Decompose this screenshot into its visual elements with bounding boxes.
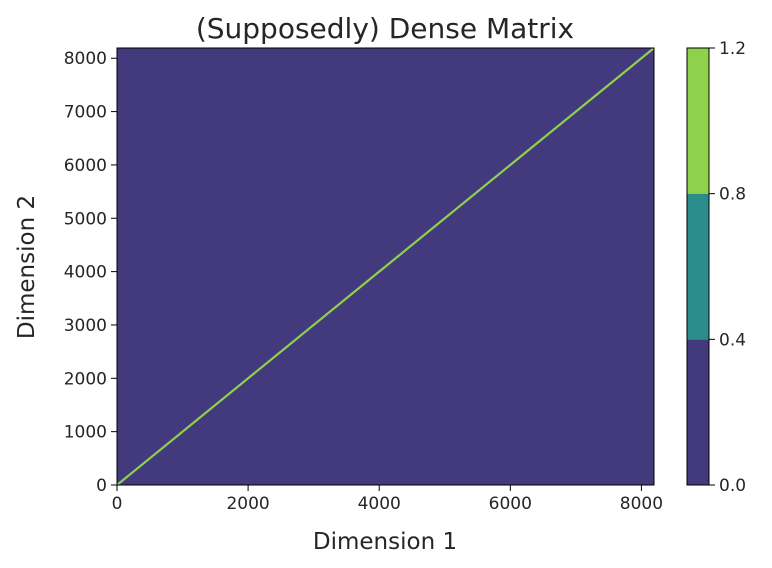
x-tick-label: 2000 bbox=[226, 494, 269, 514]
colorbar-tick-label: 1.2 bbox=[719, 39, 746, 59]
x-tick-label: 6000 bbox=[489, 494, 532, 514]
colorbar-tick-label: 0.4 bbox=[719, 330, 746, 350]
y-tick-label: 5000 bbox=[64, 209, 107, 229]
x-axis-label: Dimension 1 bbox=[313, 529, 457, 555]
colorbar-segment bbox=[687, 193, 709, 340]
y-tick-label: 3000 bbox=[64, 316, 107, 336]
y-tick-label: 2000 bbox=[64, 369, 107, 389]
y-axis: 0 1000 2000 3000 4000 5000 6000 7000 8000 bbox=[64, 49, 117, 496]
heatmap-diagonal-cells bbox=[116, 47, 655, 486]
colorbar: 0.0 0.4 0.8 1.2 bbox=[686, 39, 746, 496]
colorbar-tick-label: 0.8 bbox=[719, 185, 746, 205]
x-tick-label: 8000 bbox=[620, 494, 663, 514]
x-tick-label: 0 bbox=[112, 494, 123, 514]
y-tick-label: 6000 bbox=[64, 156, 107, 176]
y-tick-label: 1000 bbox=[64, 423, 107, 443]
y-tick-label: 0 bbox=[96, 476, 107, 496]
colorbar-segment bbox=[687, 48, 709, 194]
colorbar-tick-label: 0.0 bbox=[719, 476, 746, 496]
x-axis: 0 2000 4000 6000 8000 bbox=[112, 485, 663, 514]
colorbar-frame bbox=[686, 47, 710, 486]
y-tick-label: 7000 bbox=[64, 103, 107, 123]
x-tick-label: 4000 bbox=[358, 494, 401, 514]
y-tick-label: 8000 bbox=[64, 49, 107, 69]
colorbar-segment bbox=[687, 339, 709, 485]
y-tick-label: 4000 bbox=[64, 263, 107, 283]
plot-area bbox=[116, 47, 655, 486]
y-axis-label: Dimension 2 bbox=[14, 195, 40, 339]
plot-frame bbox=[116, 47, 655, 486]
chart-title: (Supposedly) Dense Matrix bbox=[196, 12, 574, 45]
